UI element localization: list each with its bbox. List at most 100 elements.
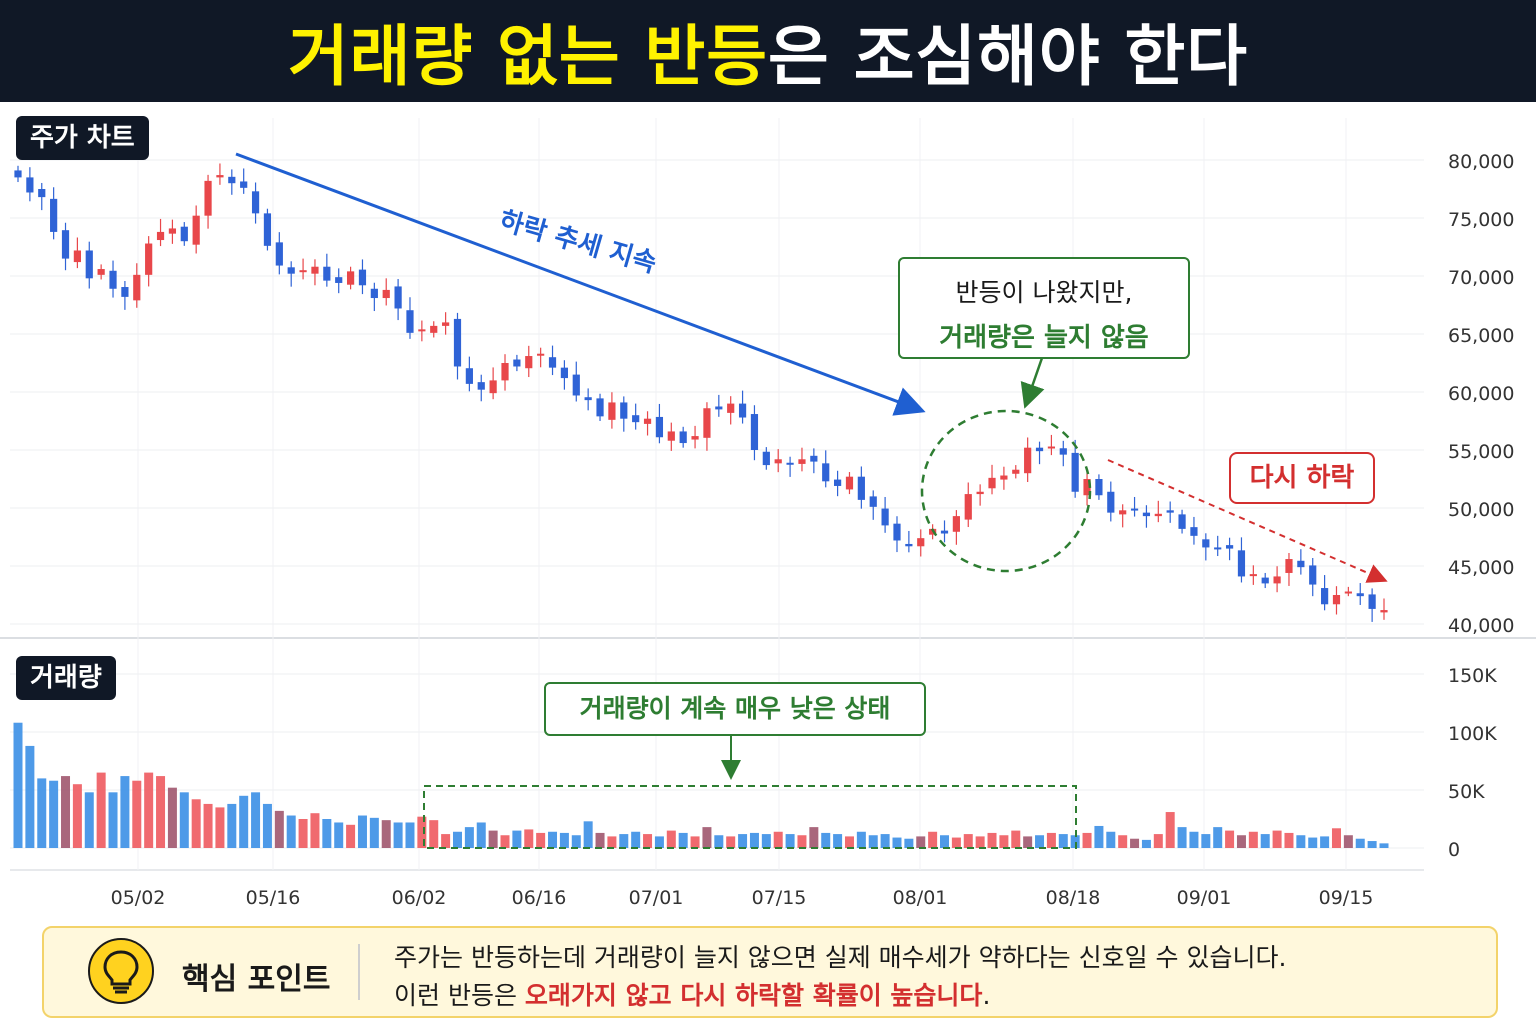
candle-body xyxy=(251,191,260,214)
candle-body xyxy=(632,415,640,423)
candle-body xyxy=(691,436,699,440)
candle-body xyxy=(1249,574,1257,577)
volume-bar xyxy=(25,745,35,848)
candle-body xyxy=(73,250,81,263)
candle-body xyxy=(228,176,236,184)
volume-bar xyxy=(132,780,142,848)
volume-bar xyxy=(1331,828,1341,848)
candle-body xyxy=(881,508,889,526)
volume-bar xyxy=(678,832,688,848)
x-tick-label: 09/15 xyxy=(1319,887,1374,909)
candle-body xyxy=(774,459,782,464)
candle-body xyxy=(1273,576,1281,584)
candle-body xyxy=(168,228,177,234)
candle-body xyxy=(1071,452,1079,492)
key-point-line-2: 이런 반등은 오래가지 않고 다시 하락할 확률이 높습니다. xyxy=(394,976,990,1012)
candle-body xyxy=(204,180,212,216)
volume-bar xyxy=(1308,837,1318,848)
volume-bar xyxy=(227,803,237,848)
rebound-pointer-arrow xyxy=(1020,357,1045,409)
volume-bar xyxy=(1296,835,1306,848)
volume-bar xyxy=(559,832,569,848)
candle-body xyxy=(1380,610,1388,613)
candle-body xyxy=(1237,550,1246,577)
volume-bar xyxy=(72,784,82,848)
candle-body xyxy=(430,325,438,333)
candle-body xyxy=(335,277,343,283)
volume-bar xyxy=(215,807,225,848)
volume-bar xyxy=(773,831,783,848)
x-tick-label: 05/02 xyxy=(111,887,166,909)
volume-bar xyxy=(1367,841,1377,848)
lightbulb-icon xyxy=(88,938,154,1004)
candle-body xyxy=(465,368,473,384)
volume-bar xyxy=(1106,831,1116,848)
candle-body xyxy=(988,477,996,489)
candle-body xyxy=(240,181,248,188)
key-point-line-2-prefix: 이런 반등은 xyxy=(394,981,525,1010)
volume-bar xyxy=(524,829,534,848)
candle-body xyxy=(192,215,200,245)
key-point-line-1: 주가는 반등하는데 거래량이 늘지 않으면 실제 매수세가 약하다는 신호일 수… xyxy=(394,943,1287,972)
candle-body xyxy=(655,416,664,438)
volume-bar xyxy=(631,831,641,848)
candle-body xyxy=(406,310,414,333)
candle-body xyxy=(1119,510,1127,515)
candle-body xyxy=(50,198,58,232)
candle-body xyxy=(394,286,402,309)
volume-bar xyxy=(916,836,926,848)
volume-tick-label: 150K xyxy=(1448,665,1497,687)
volume-bar xyxy=(488,830,498,848)
price-tick-label: 65,000 xyxy=(1448,325,1514,347)
price-panel-tag: 주가 차트 xyxy=(16,116,149,160)
candle-body xyxy=(727,403,735,413)
volume-bar xyxy=(1225,830,1235,848)
candle-body xyxy=(38,189,46,198)
rebound-text-1: 반등이 나왔지만, xyxy=(955,278,1133,307)
volume-bar xyxy=(844,836,854,848)
candle-body xyxy=(275,242,283,266)
volume-bar xyxy=(298,819,308,848)
volume-bar xyxy=(1011,830,1021,848)
candle-body xyxy=(1095,479,1103,496)
volume-bar xyxy=(120,776,130,848)
volume-bar xyxy=(987,832,997,848)
rebound-highlight-circle xyxy=(920,409,1092,573)
price-tick-label: 80,000 xyxy=(1448,151,1514,173)
volume-low-callout: 거래량이 계속 매우 낮은 상태 xyxy=(544,682,926,736)
candle-body xyxy=(596,398,604,417)
volume-bar xyxy=(1094,825,1104,848)
candle-body xyxy=(1214,547,1222,550)
volume-bar xyxy=(262,803,272,848)
candle-body xyxy=(1344,591,1352,594)
candle-body xyxy=(1166,510,1174,513)
volume-bar xyxy=(892,837,902,848)
volume-bar xyxy=(37,778,47,848)
candle-body xyxy=(121,287,129,297)
candle-body xyxy=(620,402,628,419)
volume-bar xyxy=(928,831,938,848)
volume-bar xyxy=(286,815,296,848)
volume-bars xyxy=(13,722,1389,848)
volume-bar xyxy=(1379,843,1389,848)
key-point-box: 핵심 포인트 주가는 반등하는데 거래량이 늘지 않으면 실제 매수세가 약하다… xyxy=(42,926,1498,1018)
rebound-callout: 반등이 나왔지만, 거래량은 늘지 않음 xyxy=(898,257,1190,359)
volume-tick-label: 50K xyxy=(1448,781,1485,803)
candle-body xyxy=(893,523,901,541)
candle-body xyxy=(287,267,295,274)
volume-bar xyxy=(500,835,510,848)
x-tick-label: 07/15 xyxy=(752,887,807,909)
candle-body xyxy=(418,329,426,332)
volume-bar xyxy=(1130,838,1140,848)
candle-body xyxy=(501,363,509,381)
price-tick-label: 40,000 xyxy=(1448,615,1514,637)
candle-body xyxy=(1190,527,1198,536)
volume-bar xyxy=(369,817,379,848)
candle-body xyxy=(26,177,34,193)
volume-bar xyxy=(96,772,106,848)
candle-body xyxy=(584,397,592,401)
volume-bar xyxy=(13,722,23,848)
volume-bar xyxy=(1189,831,1199,848)
volume-bar xyxy=(797,835,807,848)
volume-bar xyxy=(749,832,759,848)
